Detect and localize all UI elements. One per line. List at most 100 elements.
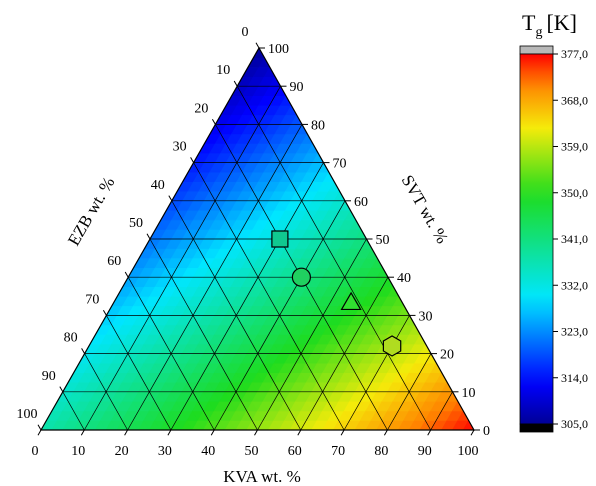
grid-line-kva xyxy=(257,238,367,431)
grid-line-ezb xyxy=(236,86,432,431)
tick-label-svt: 100 xyxy=(268,42,289,57)
marker-circle xyxy=(291,267,311,287)
tick-label-svt: 90 xyxy=(290,80,304,95)
colorbar-under-swatch xyxy=(519,423,554,433)
colorbar-tick-label: 305,0 xyxy=(561,417,588,431)
tick-label-svt: 30 xyxy=(419,309,433,324)
colorbar-title: Tg [K] xyxy=(522,10,577,40)
tick-ezb xyxy=(255,42,260,49)
colorbar-title-unit: [K] xyxy=(546,10,577,35)
tick-label-svt: 10 xyxy=(462,386,476,401)
tick-ezb xyxy=(233,80,238,87)
tick-kva xyxy=(470,429,475,436)
colorbar-tick-label: 314,0 xyxy=(561,371,588,385)
tick-label-kva: 70 xyxy=(331,444,345,459)
tick-label-ezb: 20 xyxy=(194,101,208,116)
tick-ezb xyxy=(37,424,42,431)
grid-line-ezb xyxy=(84,353,128,431)
tick-label-kva: 100 xyxy=(458,444,479,459)
tick-ezb xyxy=(81,348,86,354)
tick-ezb xyxy=(59,386,64,393)
tick-label-kva: 30 xyxy=(158,444,172,459)
kva-axis-title: KVA wt. % xyxy=(223,467,301,486)
tick-label-kva: 0 xyxy=(32,444,39,459)
colorbar-tick-label: 323,0 xyxy=(561,325,588,339)
tick-label-svt: 50 xyxy=(376,233,390,248)
tick-label-ezb: 50 xyxy=(129,216,143,231)
grid-line-ezb xyxy=(106,315,172,431)
tick-label-kva: 80 xyxy=(374,444,388,459)
tick-ezb xyxy=(211,118,216,125)
tick-ezb xyxy=(190,157,195,163)
tick-label-ezb: 60 xyxy=(107,254,121,269)
tick-label-ezb: 90 xyxy=(42,369,56,384)
colorbar-gradient xyxy=(519,53,554,425)
tick-kva xyxy=(80,429,85,436)
grid-line-ezb xyxy=(193,162,345,431)
tick-label-ezb: 80 xyxy=(64,331,78,346)
ternary-ticks: 0 0 0 10 10 10 20 20 20 30 30 30 40 40 40 50 50 50 60 60 60 7… xyxy=(17,25,491,459)
tick-label-kva: 60 xyxy=(288,444,302,459)
ternary-grid xyxy=(62,85,453,431)
colorbar-ticks: 305,0 314,0 323,0 332,0 341,0 350,0 359,0 368,0… xyxy=(553,47,588,431)
ezb-axis-title: EZB wt. % xyxy=(64,174,118,249)
grid-line-kva xyxy=(343,315,410,431)
colorbar-tick-label: 377,0 xyxy=(561,47,588,61)
grid-line-kva xyxy=(430,391,453,431)
tick-label-svt: 0 xyxy=(483,424,490,439)
tick-label-svt: 80 xyxy=(311,118,325,133)
colorbar-over-swatch xyxy=(519,45,554,55)
tick-label-kva: 40 xyxy=(201,444,215,459)
colorbar-tick-label: 350,0 xyxy=(561,186,588,200)
tick-kva xyxy=(210,429,215,436)
colorbar-title-sub: g xyxy=(535,25,542,40)
grid-line-ezb xyxy=(127,277,215,431)
tick-label-kva: 20 xyxy=(115,444,129,459)
tick-label-svt: 40 xyxy=(397,271,411,286)
surface-cell xyxy=(253,48,265,58)
tick-ezb xyxy=(146,233,151,240)
tick-label-kva: 10 xyxy=(71,444,85,459)
colorbar: Tg [K] 305,0 314,0 323,0 332,0 341,0 350,0 359,… xyxy=(519,10,588,433)
grid-line-ezb xyxy=(62,391,85,431)
tick-label-kva: 50 xyxy=(245,444,259,459)
tick-ezb xyxy=(168,195,173,202)
tick-label-ezb: 10 xyxy=(216,63,230,78)
tick-label-kva: 90 xyxy=(418,444,432,459)
colorbar-title-main: T xyxy=(522,10,536,35)
tick-kva xyxy=(297,429,302,436)
tick-kva xyxy=(340,429,345,436)
grid-line-kva xyxy=(300,277,389,431)
marker-triangle xyxy=(340,291,362,311)
ternary-plot-area: 0 0 0 10 10 10 20 20 20 30 30 30 40 40 40 50 50 50 60 60 60 7… xyxy=(17,25,491,459)
sample-markers xyxy=(271,230,402,357)
grid-line-ezb xyxy=(149,238,258,431)
grid-line-kva xyxy=(170,162,324,431)
colorbar-tick-label: 368,0 xyxy=(561,93,588,107)
tick-label-ezb: 0 xyxy=(242,25,249,40)
tick-label-svt: 20 xyxy=(440,348,454,363)
tick-ezb xyxy=(124,271,129,278)
colorbar-tick-label: 332,0 xyxy=(561,278,588,292)
tick-kva xyxy=(37,429,42,436)
tick-label-ezb: 100 xyxy=(17,407,38,422)
tick-kva xyxy=(254,429,258,436)
tick-kva xyxy=(167,429,172,436)
tick-label-ezb: 30 xyxy=(173,140,187,155)
tick-label-ezb: 40 xyxy=(151,178,165,193)
colorbar-tick-label: 341,0 xyxy=(561,232,588,246)
grid-line-kva xyxy=(387,353,432,431)
grid-line-kva xyxy=(83,86,281,431)
tick-label-svt: 70 xyxy=(333,157,347,172)
tick-ezb xyxy=(102,309,107,316)
svt-axis-title: SVT wt. % xyxy=(398,172,452,247)
marker-square xyxy=(271,230,289,248)
tick-kva xyxy=(383,429,388,436)
tick-label-ezb: 70 xyxy=(85,292,99,307)
colorbar-tick-label: 359,0 xyxy=(561,140,588,154)
tick-kva xyxy=(427,429,432,436)
tick-label-svt: 60 xyxy=(354,195,368,210)
tick-kva xyxy=(124,429,129,436)
marker-hexagon xyxy=(382,335,402,357)
